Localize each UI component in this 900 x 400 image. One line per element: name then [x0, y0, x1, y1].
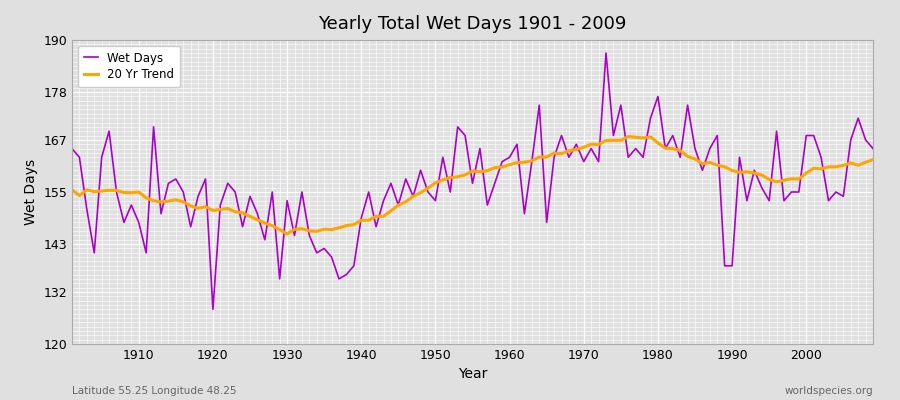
Wet Days [208, 307, 219, 312]
20 Yr Trend [67, 188, 77, 192]
Line: 20 Yr Trend: 20 Yr Trend [72, 137, 873, 234]
Wet Days [868, 146, 878, 151]
Wet Days [296, 190, 307, 194]
Wet Days [600, 51, 611, 56]
20 Yr Trend [623, 134, 634, 139]
Text: worldspecies.org: worldspecies.org [785, 386, 873, 396]
Line: Wet Days: Wet Days [72, 53, 873, 309]
20 Yr Trend [868, 157, 878, 162]
Wet Days [67, 146, 77, 151]
Wet Days [126, 203, 137, 208]
Y-axis label: Wet Days: Wet Days [23, 159, 38, 225]
20 Yr Trend [341, 223, 352, 228]
X-axis label: Year: Year [458, 368, 487, 382]
Text: Latitude 55.25 Longitude 48.25: Latitude 55.25 Longitude 48.25 [72, 386, 237, 396]
Wet Days [504, 155, 515, 160]
20 Yr Trend [126, 190, 137, 195]
Wet Days [511, 142, 522, 147]
20 Yr Trend [511, 160, 522, 165]
Legend: Wet Days, 20 Yr Trend: Wet Days, 20 Yr Trend [78, 46, 180, 87]
20 Yr Trend [600, 138, 611, 143]
Wet Days [608, 133, 619, 138]
20 Yr Trend [296, 226, 307, 231]
20 Yr Trend [282, 232, 292, 236]
Wet Days [341, 272, 352, 277]
Title: Yearly Total Wet Days 1901 - 2009: Yearly Total Wet Days 1901 - 2009 [319, 15, 626, 33]
20 Yr Trend [504, 162, 515, 167]
